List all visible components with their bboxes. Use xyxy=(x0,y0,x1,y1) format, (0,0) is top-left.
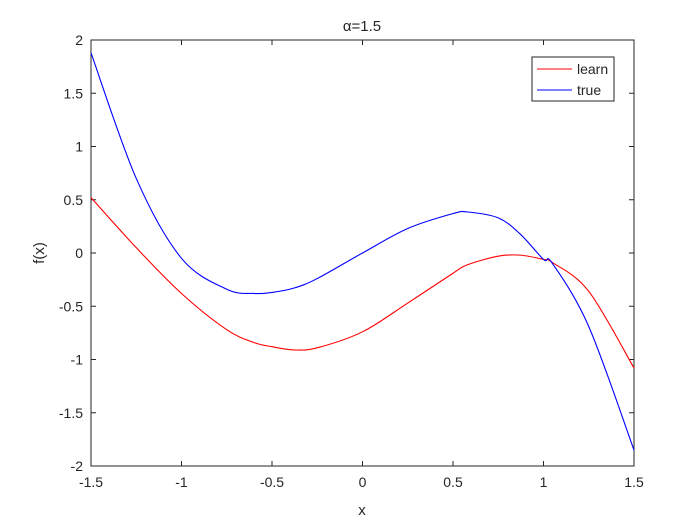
x-tick-label: 1.5 xyxy=(624,474,644,490)
y-tick-label: -1.5 xyxy=(59,405,83,421)
x-tick-label: -0.5 xyxy=(260,474,284,490)
legend-label-true: true xyxy=(577,82,601,98)
series-line-true xyxy=(90,52,635,451)
y-tick-label: -1 xyxy=(71,352,84,368)
legend: learn true xyxy=(531,56,615,102)
y-tick-label: -0.5 xyxy=(59,298,83,314)
series-layer xyxy=(90,52,635,451)
x-tick-label: -1 xyxy=(175,474,188,490)
y-axis-label: f(x) xyxy=(31,242,48,264)
y-tick-label: 2 xyxy=(75,32,83,48)
chart-title: α=1.5 xyxy=(343,18,381,35)
x-tick-label: 0.5 xyxy=(443,474,463,490)
y-tick-label: 1.5 xyxy=(64,85,84,101)
x-tick-label: 1 xyxy=(540,474,548,490)
ticks-layer: -1.5 -1 -0.5 0 0.5 1 1.5-2-1.5-1-0.500.511.52 xyxy=(59,32,644,490)
legend-label-learn: learn xyxy=(577,61,608,77)
x-tick-label: 0 xyxy=(359,474,367,490)
y-tick-label: 0.5 xyxy=(64,192,84,208)
x-axis-label: x xyxy=(358,502,366,519)
y-tick-label: 1 xyxy=(75,139,83,155)
legend-box xyxy=(531,56,615,102)
x-tick-label: -1.5 xyxy=(79,474,103,490)
series-line-learn xyxy=(90,197,635,369)
y-tick-label: 0 xyxy=(75,245,83,261)
y-tick-label: -2 xyxy=(71,458,84,474)
